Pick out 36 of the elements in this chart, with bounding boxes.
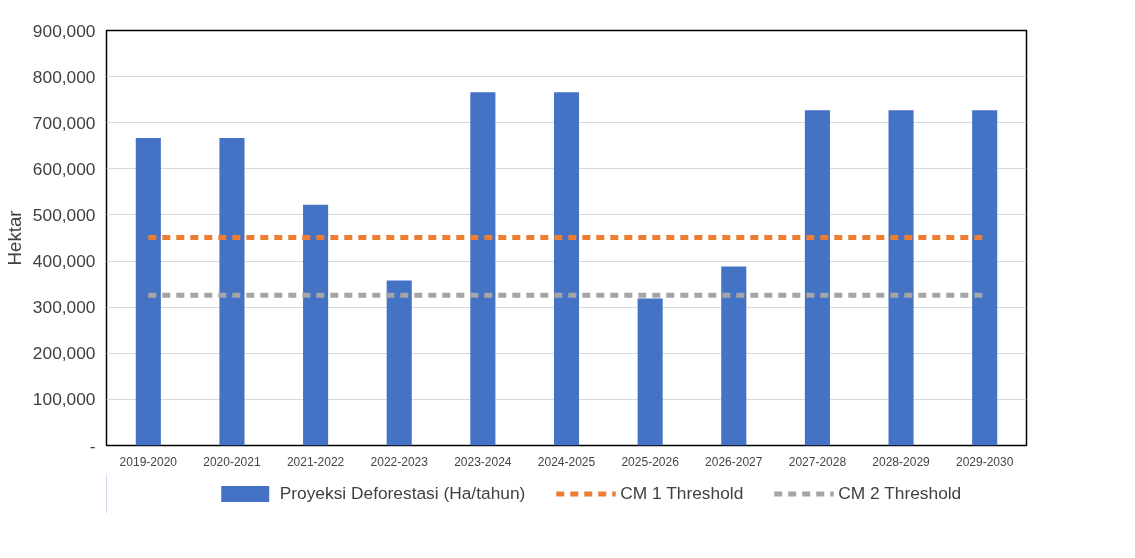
x-tick-label: 2027-2028 (788, 454, 847, 469)
legend-label: CM 1 Threshold (620, 482, 744, 504)
legend-label: Proyeksi Deforestasi (Ha/tahun) (279, 482, 526, 504)
legend-label: CM 2 Threshold (838, 482, 962, 504)
y-tick-label: 200,000 (32, 343, 96, 364)
y-tick-label: 900,000 (32, 20, 96, 41)
x-tick-label: 2028-2029 (872, 454, 931, 469)
bar (804, 110, 830, 446)
y-axis-title: Hektar (3, 210, 25, 266)
y-tick-label: 800,000 (32, 66, 96, 87)
y-tick-label: 400,000 (32, 251, 96, 272)
x-tick-label: 2023-2024 (454, 454, 512, 469)
y-tick-label: 600,000 (32, 158, 96, 179)
bar (553, 92, 580, 446)
x-tick-label: 2019-2020 (119, 454, 178, 469)
bar (972, 110, 998, 446)
x-tick-label: 2024-2025 (537, 454, 596, 469)
bar (888, 110, 914, 446)
x-tick-label: 2025-2026 (621, 454, 680, 469)
bar (470, 92, 496, 446)
y-tick-label: 500,000 (32, 204, 96, 225)
y-tick-label: - (89, 435, 96, 456)
x-tick-label: 2029-2030 (955, 454, 1014, 469)
bar (386, 280, 412, 446)
bar (219, 137, 245, 446)
y-tick-label: 300,000 (32, 297, 96, 318)
y-tick-label: 700,000 (32, 112, 96, 133)
bar (135, 137, 161, 446)
bar (637, 298, 663, 446)
x-tick-label: 2022-2023 (370, 454, 429, 469)
x-tick-label: 2021-2022 (286, 454, 345, 469)
bar (721, 266, 747, 446)
x-tick-label: 2026-2027 (705, 454, 763, 469)
bar (303, 204, 329, 446)
x-tick-label: 2020-2021 (203, 454, 261, 469)
y-tick-label: 100,000 (32, 389, 96, 410)
